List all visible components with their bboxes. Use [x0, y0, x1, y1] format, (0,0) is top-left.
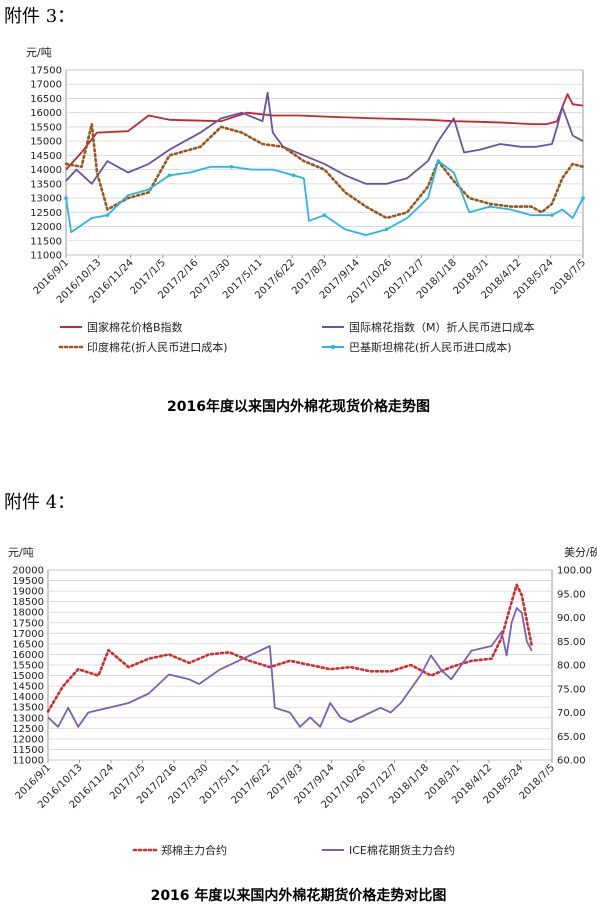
- y-right-tick-label: 80.00: [557, 661, 586, 672]
- y-tick-label: 19500: [12, 576, 44, 587]
- y-tick-label: 17000: [12, 629, 44, 640]
- y-right-tick-label: 100.00: [557, 566, 592, 577]
- y-tick-label: 12000: [12, 734, 44, 745]
- series-line-1: [65, 91, 584, 185]
- futures-price-chart: 1100011500120001250013000135001400014500…: [8, 545, 597, 857]
- y-tick-label: 16500: [12, 639, 44, 650]
- y-tick-label: 12500: [30, 208, 62, 219]
- y-right-tick-label: 90.00: [557, 613, 586, 624]
- y-right-tick-label: 70.00: [557, 708, 586, 719]
- y-tick-label: 17500: [30, 66, 62, 77]
- y-tick-label: 15500: [30, 122, 62, 133]
- y-tick-label: 16000: [30, 108, 62, 119]
- y-right-tick-label: 75.00: [557, 684, 586, 695]
- series-point: [384, 227, 389, 232]
- y-tick-label: 14500: [12, 682, 44, 693]
- y-right-tick-label: 85.00: [557, 637, 586, 648]
- y-tick-label: 18500: [12, 597, 44, 608]
- y-tick-label: 17000: [30, 80, 62, 91]
- series-point: [488, 204, 492, 209]
- y-tick-label: 20000: [12, 566, 44, 577]
- y-tick-label: 18000: [12, 608, 44, 619]
- y-right-tick-label: 65.00: [557, 732, 586, 743]
- y-tick-label: 15000: [12, 671, 44, 682]
- y-tick-label: 17500: [12, 618, 44, 629]
- y-tick-label: 16500: [30, 94, 62, 105]
- y-tick-label: 19000: [12, 587, 44, 598]
- y-tick-label: 14500: [30, 151, 62, 162]
- y-tick-label: 11500: [12, 745, 44, 756]
- y-tick-label: 13500: [12, 703, 44, 714]
- spot-price-chart: 11000 11500 12000 12500 13000 13500 14000 14500…: [26, 46, 589, 354]
- y-tick-label: 13000: [12, 713, 44, 724]
- series-point: [322, 213, 327, 217]
- y-right-unit-label: 美分/磅: [564, 545, 597, 559]
- legend-label: 国家棉花价格B指数: [87, 320, 183, 334]
- y-unit-label: 元/吨: [8, 546, 34, 559]
- series-point: [105, 213, 110, 217]
- y-tick-label: 14000: [12, 692, 44, 703]
- futures-price-chart-title: 2016 年度以来国内外棉花期货价格走势对比图: [150, 888, 447, 904]
- y-tick-label: 15000: [30, 137, 62, 148]
- attachment-3-heading: 附件 3：: [4, 6, 76, 27]
- series-point: [229, 164, 234, 169]
- series-line-1: [47, 607, 533, 728]
- series-point: [64, 196, 68, 200]
- plot-area: [65, 69, 584, 256]
- series-line-2: [64, 122, 585, 220]
- series-point: [291, 173, 296, 178]
- legend-label: 郑棉主力合约: [161, 843, 227, 857]
- attachment-4-heading: 附件 4：: [4, 492, 76, 513]
- y-tick-label: 13000: [30, 194, 62, 205]
- y-tick-label: 13500: [30, 179, 62, 190]
- y-tick-label: 11500: [30, 236, 62, 247]
- series-point: [436, 159, 441, 163]
- y-tick-label: 11000: [12, 756, 44, 767]
- legend-marker: [330, 344, 336, 350]
- y-tick-label: 12000: [30, 222, 62, 233]
- y-right-tick-label: 95.00: [557, 589, 586, 600]
- series-point: [550, 213, 554, 217]
- series-point: [167, 173, 172, 178]
- y-unit-label: 元/吨: [26, 46, 52, 59]
- series-point: [581, 196, 585, 200]
- y-tick-label: 11000: [30, 251, 62, 262]
- legend-label: 巴基斯坦棉花(折人民币进口成本): [349, 340, 512, 354]
- spot-price-chart-title: 2016年度以来国内外棉花现货价格走势图: [167, 399, 430, 415]
- legend-label: ICE棉花期货主力合约: [349, 843, 455, 857]
- y-tick-label: 15500: [12, 661, 44, 672]
- legend-label: 国际棉花指数（M）折人民币进口成本: [349, 320, 535, 334]
- y-tick-label: 14000: [30, 165, 62, 176]
- y-tick-label: 16000: [12, 650, 44, 661]
- y-tick-label: 12500: [12, 724, 44, 735]
- x-tick-label: 2018/7/5: [549, 257, 589, 297]
- legend-label: 印度棉花(折人民币进口成本): [87, 340, 228, 354]
- series-line-0: [46, 583, 534, 713]
- series-line-0: [65, 93, 584, 171]
- y-right-tick-label: 60.00: [557, 756, 586, 767]
